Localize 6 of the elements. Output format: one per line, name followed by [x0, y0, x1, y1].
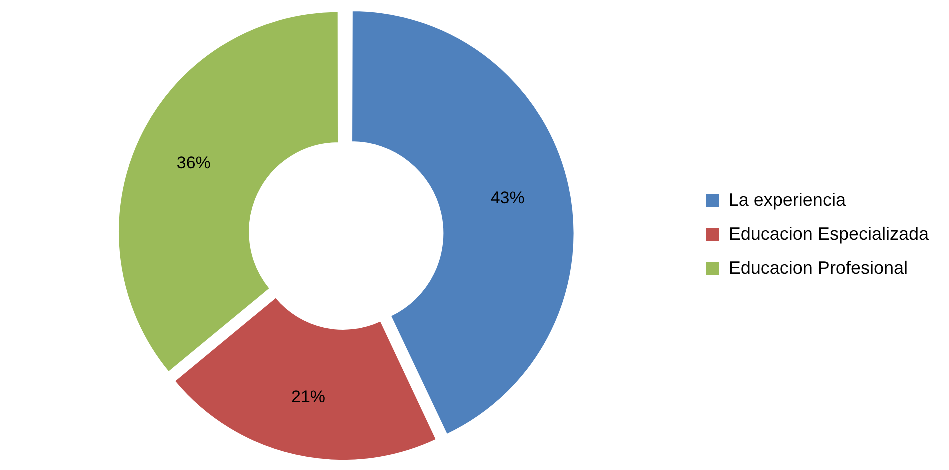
data-label: 21% [292, 388, 326, 407]
data-label: 43% [490, 188, 525, 208]
data-label: 36% [176, 154, 211, 173]
legend-label: Educacion Especializada [728, 224, 930, 244]
legend-label: Educacion Profesional [728, 258, 908, 278]
legend-label: La experiencia [728, 190, 847, 210]
